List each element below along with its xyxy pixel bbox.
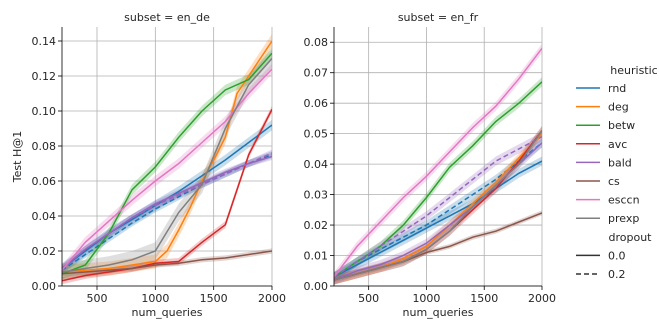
y-tick-label: 0.08 — [304, 36, 329, 49]
series-line-betw-0.0 — [62, 52, 272, 275]
series-line-cs-0.0 — [62, 250, 272, 275]
legend-label-betw: betw — [608, 119, 635, 132]
y-tick-label: 0.04 — [304, 158, 329, 171]
band-esccn-0.0 — [62, 63, 272, 276]
legend-label-dropout-0.2: 0.2 — [608, 268, 626, 281]
series-line-bald-0.2 — [62, 152, 272, 270]
y-tick-label: 0.12 — [32, 70, 57, 83]
y-tick-label: 0.06 — [304, 97, 329, 110]
x-axis-label: num_queries — [403, 306, 474, 319]
legend-subtitle: dropout — [609, 231, 653, 244]
band-prexp-0.0 — [62, 49, 272, 281]
band-esccn-0.0 — [334, 43, 542, 282]
y-tick-label: 0.08 — [32, 140, 57, 153]
y-tick-label: 0.03 — [304, 189, 329, 202]
band-bald-0.0 — [334, 138, 542, 285]
legend-label-rnd: rnd — [608, 82, 626, 95]
panel-en-fr: 500 1000 1500 2000 0.00 0.01 0.02 0.03 0.04 0.05 0… — [304, 11, 557, 319]
legend-label-bald: bald — [608, 156, 632, 169]
series-line-esccn-0.0 — [334, 47, 542, 278]
y-tick-label: 0.14 — [32, 35, 57, 48]
x-tick-label: 1000 — [412, 292, 440, 305]
y-tick-label: 0.00 — [32, 280, 57, 293]
band-cs-0.0 — [334, 210, 542, 283]
series-line-rnd-0.0 — [334, 160, 542, 278]
y-tick-label: 0.02 — [32, 245, 57, 258]
x-tick-label: 500 — [358, 292, 379, 305]
plot-area — [334, 43, 542, 285]
legend-title: heuristic — [610, 64, 657, 77]
legend-label-cs: cs — [608, 175, 620, 188]
x-tick-label: 1500 — [200, 292, 228, 305]
x-tick-label: 500 — [87, 292, 108, 305]
y-tick-label: 0.05 — [304, 128, 329, 141]
series-line-avc-0.0 — [62, 108, 272, 282]
x-tick-label: 1500 — [470, 292, 498, 305]
y-tick-label: 0.10 — [32, 105, 57, 118]
band-rnd-0.0 — [62, 119, 272, 274]
y-tick-label: 0.06 — [32, 175, 57, 188]
legend-label-esccn: esccn — [608, 194, 640, 207]
series-line-prexp-0.0 — [334, 130, 542, 281]
panel-title: subset = en_fr — [398, 11, 479, 24]
y-tick-label: 0.02 — [304, 219, 329, 232]
x-axis-label: num_queries — [132, 306, 203, 319]
x-tick-label: 2000 — [528, 292, 556, 305]
y-tick-label: 0.00 — [304, 280, 329, 293]
panel-en-de: 500 1000 1500 2000 0.00 0.02 0.04 0.06 0.08 0.10 0… — [11, 11, 286, 319]
panel-title: subset = en_de — [124, 11, 210, 24]
y-axis-label: Test H@1 — [11, 131, 24, 183]
y-tick-label: 0.01 — [304, 250, 329, 263]
legend-label-prexp: prexp — [608, 212, 639, 225]
legend-label-dropout-0.0: 0.0 — [608, 249, 626, 262]
series-line-prexp-0.0 — [62, 58, 272, 273]
legend: heuristic rnd deg betw avc bald cs esccn prexp dr… — [576, 64, 658, 281]
band-bald-0.2 — [334, 132, 542, 282]
series-line-bald-0.2 — [334, 136, 542, 278]
y-tick-label: 0.04 — [32, 210, 57, 223]
legend-label-avc: avc — [608, 138, 627, 151]
band-bald-0.0 — [62, 153, 272, 272]
legend-label-deg: deg — [608, 101, 629, 114]
x-tick-label: 2000 — [258, 292, 286, 305]
y-tick-label: 0.07 — [304, 67, 329, 80]
x-tick-label: 1000 — [141, 292, 169, 305]
plot-area — [62, 34, 272, 285]
